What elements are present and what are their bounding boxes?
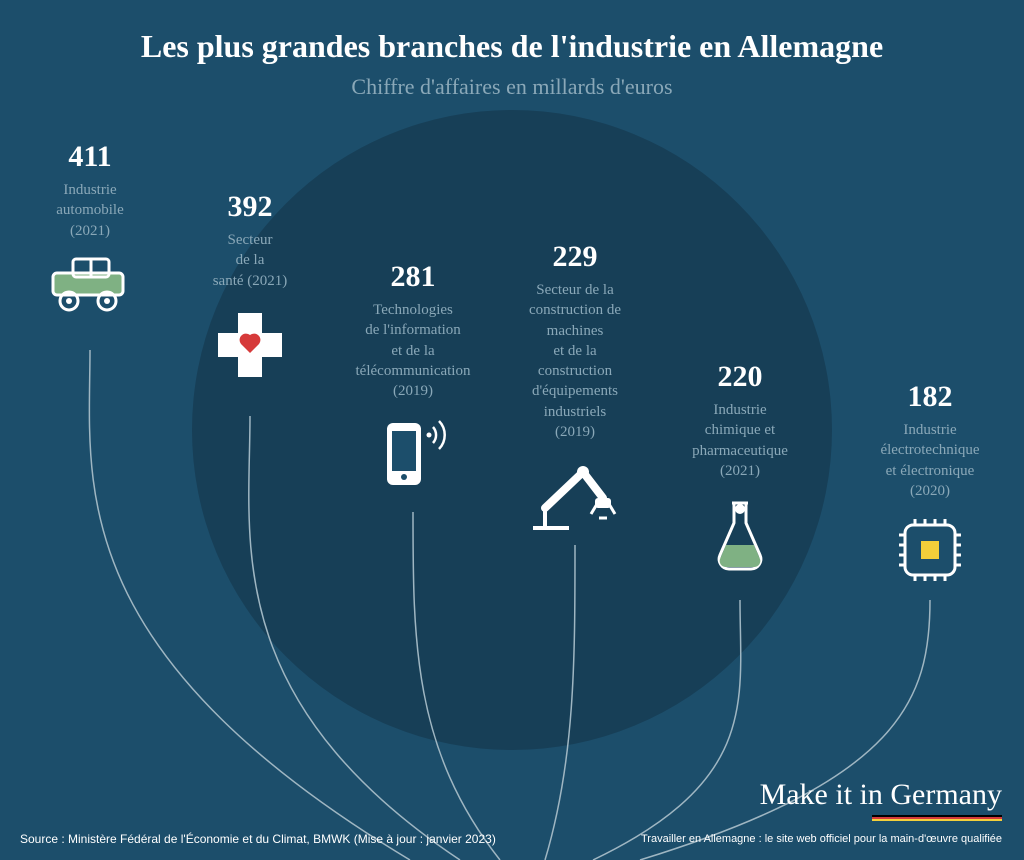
branch-item: 182 Industrie électrotechnique et électr… (850, 380, 1010, 590)
branch-label: Industrie chimique et pharmaceutique (20… (660, 400, 820, 481)
branch-value: 229 (495, 240, 655, 274)
branch-value: 281 (333, 260, 493, 294)
tagline: Travailler en Allemagne : le site web of… (641, 832, 1002, 846)
phone-icon (333, 415, 493, 506)
branch-item: 411 Industrie automobile (2021) (10, 140, 170, 320)
logo-flag-underline (872, 815, 1002, 821)
source-text: Source : Ministère Fédéral de l'Économie… (20, 832, 496, 846)
branch-item: 220 Industrie chimique et pharmaceutique… (660, 360, 820, 580)
branch-value: 411 (10, 140, 170, 174)
branch-label: Industrie électrotechnique et électroniq… (850, 420, 1010, 501)
health-icon (170, 305, 330, 390)
footer-branding: Make it in Germany Travailler en Allemag… (641, 778, 1002, 846)
subtitle: Chiffre d'affaires en millards d'euros (0, 74, 1024, 100)
logo-text: Make it in Germany (641, 778, 1002, 812)
branch-value: 220 (660, 360, 820, 394)
branch-label: Secteur de la construction de machines e… (495, 280, 655, 442)
branch-label: Secteur de la santé (2021) (170, 230, 330, 291)
branch-item: 392 Secteur de la santé (2021) (170, 190, 330, 390)
car-icon (10, 255, 170, 320)
branch-label: Industrie automobile (2021) (10, 180, 170, 241)
branch-value: 182 (850, 380, 1010, 414)
main-title: Les plus grandes branches de l'industrie… (0, 28, 1024, 65)
flask-icon (660, 495, 820, 580)
branch-item: 229 Secteur de la construction de machin… (495, 240, 655, 541)
branch-label: Technologies de l'information et de la t… (333, 300, 493, 401)
chip-icon (850, 515, 1010, 590)
branch-value: 392 (170, 190, 330, 224)
branch-item: 281 Technologies de l'information et de … (333, 260, 493, 506)
robot-icon (495, 456, 655, 541)
